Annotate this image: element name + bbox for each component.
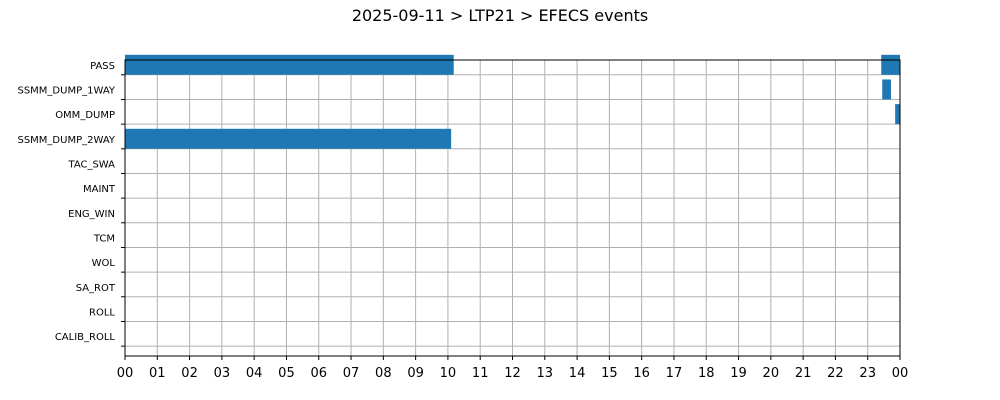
x-tick-label: 14 xyxy=(569,366,586,381)
x-tick-label: 00 xyxy=(892,366,909,381)
chart-title: 2025-09-11 > LTP21 > EFECS events xyxy=(351,6,649,25)
x-tick-label: 15 xyxy=(601,366,618,381)
y-tick-label: SA_ROT xyxy=(76,283,116,294)
x-tick-label: 22 xyxy=(827,366,844,381)
y-tick-label: SSMM_DUMP_1WAY xyxy=(17,85,115,96)
x-tick-label: 17 xyxy=(666,366,683,381)
y-tick-label: ENG_WIN xyxy=(68,209,115,220)
x-tick-label: 18 xyxy=(698,366,715,381)
x-axis: 00 01 02 03 04 05 06 07 08 09 10 11 12 13 14 15 16 17 18 19… xyxy=(117,356,909,381)
x-tick-label: 20 xyxy=(763,366,780,381)
event-bar xyxy=(895,104,900,125)
x-tick-label: 06 xyxy=(310,366,327,381)
event-bar xyxy=(125,128,452,149)
x-tick-label: 03 xyxy=(214,366,231,381)
y-axis: PASS SSMM_DUMP_1WAY OMM_DUMP SSMM_DUMP_2WAY… xyxy=(17,61,125,347)
event-bar xyxy=(881,54,900,75)
x-tick-label: 08 xyxy=(375,366,392,381)
x-tick-label: 19 xyxy=(730,366,747,381)
y-tick-label: WOL xyxy=(92,258,116,269)
x-tick-label: 13 xyxy=(537,366,554,381)
y-tick-label: TCM xyxy=(93,233,115,244)
x-tick-label: 05 xyxy=(278,366,295,381)
y-tick-label: OMM_DUMP xyxy=(55,110,115,121)
x-tick-label: 11 xyxy=(472,366,489,381)
y-tick-label: ROLL xyxy=(89,307,115,318)
x-tick-label: 04 xyxy=(246,366,263,381)
y-tick-label: TAC_SWA xyxy=(67,159,115,170)
x-tick-label: 16 xyxy=(633,366,650,381)
grid-lines xyxy=(125,60,900,356)
x-tick-label: 09 xyxy=(407,366,424,381)
x-tick-label: 12 xyxy=(504,366,521,381)
y-tick-label: PASS xyxy=(90,61,115,72)
x-tick-label: 07 xyxy=(343,366,360,381)
x-tick-label: 00 xyxy=(117,366,134,381)
y-tick-label: SSMM_DUMP_2WAY xyxy=(17,135,115,146)
x-tick-label: 23 xyxy=(859,366,876,381)
y-tick-label: CALIB_ROLL xyxy=(55,332,116,343)
event-bar xyxy=(882,79,891,100)
event-bar xyxy=(125,54,454,75)
x-tick-label: 10 xyxy=(440,366,457,381)
x-tick-label: 01 xyxy=(149,366,166,381)
y-tick-label: MAINT xyxy=(83,184,116,195)
x-tick-label: 21 xyxy=(795,366,812,381)
x-tick-label: 02 xyxy=(181,366,198,381)
